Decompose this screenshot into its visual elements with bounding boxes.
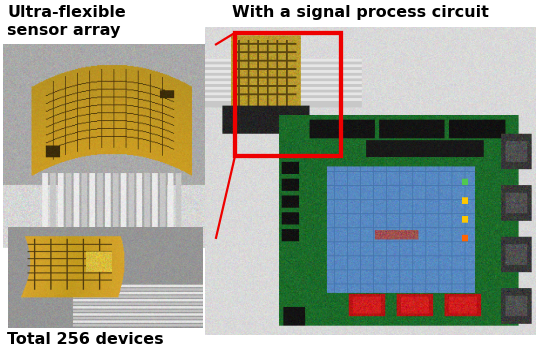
- Bar: [235, 33, 341, 156]
- Text: With a signal process circuit: With a signal process circuit: [232, 5, 489, 20]
- Text: Ultra-flexible
sensor array: Ultra-flexible sensor array: [7, 5, 126, 38]
- Text: Total 256 devices: Total 256 devices: [7, 332, 164, 347]
